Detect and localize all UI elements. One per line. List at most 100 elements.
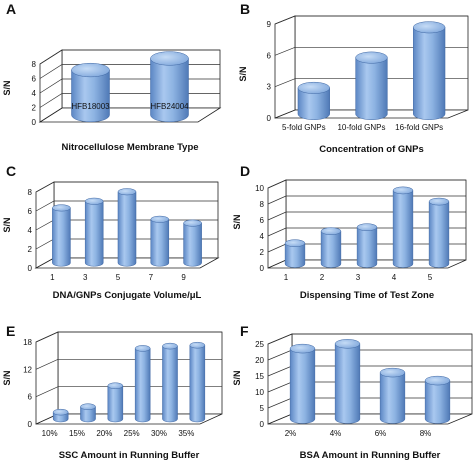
category-label: 10%: [42, 429, 58, 438]
gridline: [35, 200, 218, 212]
x-axis-title: BSA Amount in Running Buffer: [300, 450, 441, 461]
gridline: [35, 331, 222, 343]
bar-cap: [183, 219, 202, 227]
y-tick-label: 8: [260, 200, 265, 209]
bar: [320, 230, 342, 268]
bar-cap: [334, 339, 361, 349]
category-label: HFB24004: [150, 102, 189, 111]
y-tick-label: 9: [267, 20, 272, 29]
x-axis-title: DNA/GNPs Conjugate Volume/μL: [53, 290, 202, 301]
side-wall: [267, 179, 287, 269]
bar: [71, 69, 110, 123]
y-tick-label: 0: [28, 264, 33, 273]
bar-cap: [355, 51, 388, 64]
y-tick-label: 6: [260, 216, 265, 225]
bar: [428, 201, 450, 268]
y-tick-label: 4: [260, 232, 265, 241]
y-tick-label: 4: [32, 89, 37, 98]
category-label: 16-fold GNPs: [395, 123, 443, 132]
bar-cap: [80, 403, 96, 410]
panel-letter: B: [240, 1, 250, 17]
bar-cap: [289, 343, 316, 354]
y-tick-label: 10: [255, 184, 264, 193]
category-label: 4%: [330, 429, 342, 438]
bar: [150, 58, 189, 123]
bar: [183, 222, 202, 267]
bar-cap: [413, 21, 446, 34]
bar: [134, 348, 151, 423]
gridline: [35, 181, 218, 193]
y-tick-label: 6: [28, 393, 33, 402]
bar-cap: [117, 188, 137, 196]
panel-B: 0 3 6 9 5-fold GNPs 10-fold GNPs 16-fold GNPs C…: [238, 1, 469, 155]
category-label: 5: [116, 273, 121, 282]
bar-cap: [52, 408, 69, 416]
category-label: 3: [356, 273, 361, 282]
y-tick-label: 3: [267, 83, 272, 92]
bar-cap: [134, 345, 151, 352]
category-label: 5: [428, 273, 433, 282]
bar: [150, 219, 170, 267]
y-tick-label: 0: [260, 420, 265, 429]
bar: [189, 344, 206, 423]
bar: [117, 191, 137, 267]
panel-F: 0 5 10 15 20 25 2% 4% 6% 8% BSA Amount in Running …: [232, 323, 473, 461]
y-tick-label: 0: [28, 420, 33, 429]
bar: [334, 343, 361, 424]
y-tick-label: 15: [255, 372, 264, 381]
bar: [162, 345, 178, 423]
y-tick-label: 8: [28, 188, 33, 197]
side-wall: [267, 333, 293, 425]
bar: [297, 87, 330, 120]
bar-cap: [107, 382, 124, 389]
bar-cap: [320, 227, 342, 236]
y-tick-label: 2: [260, 248, 265, 257]
bar: [355, 57, 388, 120]
y-tick-label: 0: [267, 114, 272, 123]
y-tick-label: 6: [267, 51, 272, 60]
floor: [38, 107, 222, 123]
y-axis-title: S/N: [238, 66, 248, 81]
panel-letter: F: [240, 323, 249, 339]
y-tick-label: 12: [23, 365, 32, 374]
bar-cap: [150, 215, 170, 223]
y-axis-title: S/N: [232, 370, 242, 385]
y-tick-label: 4: [28, 226, 33, 235]
bar-cap: [52, 204, 71, 212]
bar-cap: [150, 51, 189, 66]
y-tick-label: 8: [32, 60, 37, 69]
category-label: 2%: [285, 429, 297, 438]
panel-letter: C: [6, 163, 16, 179]
y-tick-label: 6: [28, 207, 33, 216]
bar: [356, 226, 378, 268]
bar-cap: [379, 367, 406, 378]
bar: [84, 201, 104, 267]
panel-letter: A: [6, 1, 16, 17]
category-label: HFB18003: [71, 102, 110, 111]
bar-cap: [356, 223, 378, 232]
category-label: 8%: [420, 429, 432, 438]
bar: [379, 372, 406, 424]
bar: [80, 406, 96, 423]
side-wall: [274, 15, 296, 119]
category-label: 4: [392, 273, 397, 282]
bar-cap: [392, 186, 414, 195]
category-label: 6%: [375, 429, 387, 438]
category-label: 9: [181, 273, 186, 282]
panel-C: 0 2 4 6 8 1 3 5 7 9 DNA/GNPs Conjugate Volume/μL S/…: [2, 163, 220, 301]
x-axis-title: Concentration of GNPs: [319, 144, 424, 155]
category-label: 1: [50, 273, 55, 282]
category-label: 20%: [96, 429, 112, 438]
y-axis-title: S/N: [2, 80, 12, 95]
x-axis-title: SSC Amount in Running Buffer: [59, 450, 200, 461]
bar: [413, 27, 446, 120]
panel-A: 0 2 4 6 8 HFB18003 HFB24004 Nitrocellulose Memb…: [2, 1, 222, 153]
category-label: 10-fold GNPs: [337, 123, 385, 132]
y-tick-label: 0: [32, 118, 37, 127]
category-label: 3: [83, 273, 88, 282]
panel-letter: D: [240, 163, 250, 179]
gridline: [267, 333, 472, 345]
x-axis-title: Dispensing Time of Test Zone: [300, 290, 434, 301]
